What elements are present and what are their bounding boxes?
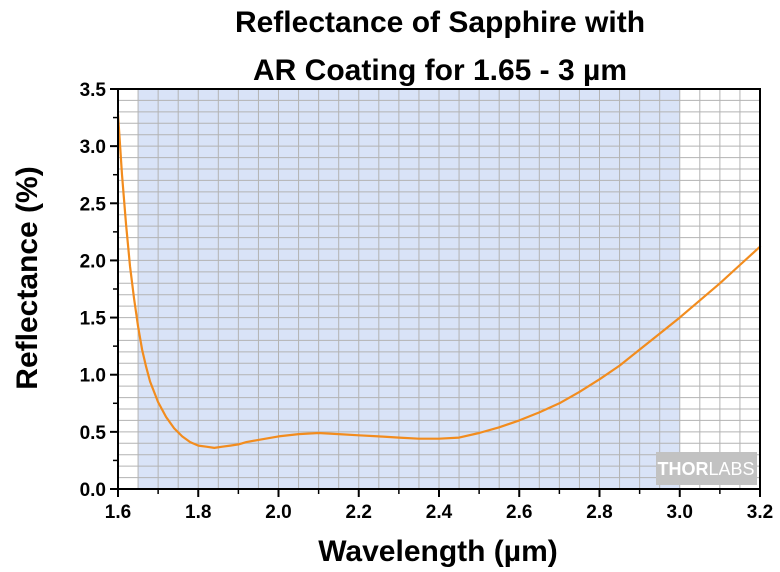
watermark-brand-bold: THOR [657,459,708,479]
plot-area: THORLABS 1.6 1.8 2.0 2.2 2.4 2.6 2.8 3.0 3.2 0.0 0.… [80,80,774,523]
y-tick-label: 1.5 [80,309,107,330]
x-tick-label: 3.2 [747,502,773,523]
x-axis-label: Wavelength (µm) [318,535,558,568]
y-axis-label: Reflectance (%) [11,166,44,389]
design-band [138,89,680,489]
watermark-brand-light: LABS [708,459,754,479]
x-tick-label: 1.8 [185,502,211,523]
x-tick-label: 3.0 [667,502,693,523]
watermark-box [656,452,757,485]
watermark-logo: THORLABS [657,459,754,479]
y-tick-label: 3.5 [80,80,107,101]
x-tick-label: 2.0 [265,502,291,523]
y-tick-label: 0.5 [80,423,107,444]
chart-title-line-1: Reflectance of Sapphire with [235,6,645,39]
x-tick-label: 2.6 [506,502,532,523]
x-tick-label: 2.8 [586,502,612,523]
y-tick-label: 2.0 [80,251,106,272]
reflectance-curve [116,112,762,449]
chart-title-line-2: AR Coating for 1.65 - 3 µm [253,54,627,87]
x-tick-label: 2.4 [426,502,453,523]
y-tick-label: 1.0 [80,366,106,387]
x-tick-label: 2.2 [346,502,372,523]
y-tick-label: 3.0 [80,137,106,158]
y-tick-label: 0.0 [80,480,106,501]
y-tick-label: 2.5 [80,194,107,215]
x-tick-label: 1.6 [105,502,131,523]
